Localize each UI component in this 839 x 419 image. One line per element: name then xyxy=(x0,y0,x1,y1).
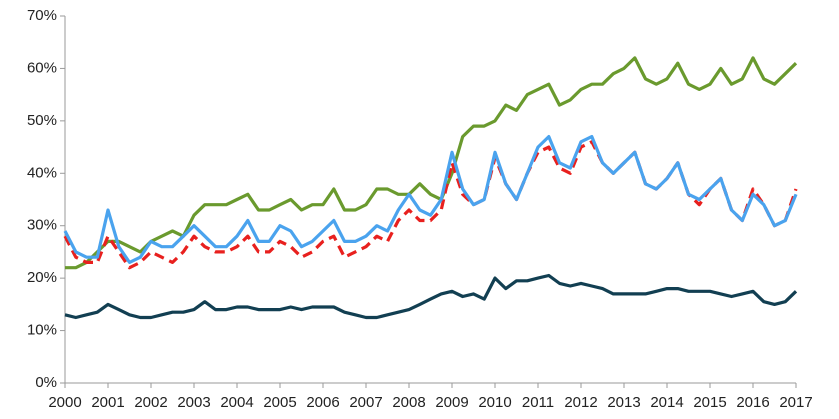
x-tick-label: 2003 xyxy=(177,394,210,411)
x-tick-label: 2011 xyxy=(522,394,554,411)
y-tick-label: 30% xyxy=(27,217,57,234)
x-tick-label: 2017 xyxy=(779,394,812,411)
x-tick-label: 2007 xyxy=(349,394,382,411)
series-line xyxy=(65,56,798,270)
y-tick-label: 10% xyxy=(27,322,57,339)
x-tick-label: 2013 xyxy=(607,394,640,411)
x-tick-label: 2012 xyxy=(564,394,597,411)
x-tick-label: 2004 xyxy=(220,394,253,411)
y-tick-label: 50% xyxy=(27,112,57,129)
y-tick-label: 0% xyxy=(35,374,57,391)
x-tick-label: 2002 xyxy=(134,394,167,411)
x-tick-label: 2008 xyxy=(392,394,425,411)
series-line xyxy=(63,135,798,264)
series-line xyxy=(63,140,798,270)
x-tick-label: 2006 xyxy=(306,394,339,411)
x-tick-label: 2010 xyxy=(478,394,511,411)
x-tick-label: 2014 xyxy=(650,394,683,411)
y-tick-label: 60% xyxy=(27,59,57,76)
series-line xyxy=(64,273,798,320)
x-tick-label: 2001 xyxy=(91,394,124,411)
x-tick-label: 2016 xyxy=(736,394,769,411)
x-tick-label: 2015 xyxy=(693,394,726,411)
x-tick-label: 2000 xyxy=(48,394,81,411)
x-tick-label: 2009 xyxy=(435,394,468,411)
x-tick-label: 2005 xyxy=(263,394,296,411)
y-tick-label: 40% xyxy=(27,164,57,181)
y-tick-label: 20% xyxy=(27,269,57,286)
y-tick-label: 70% xyxy=(27,7,57,24)
